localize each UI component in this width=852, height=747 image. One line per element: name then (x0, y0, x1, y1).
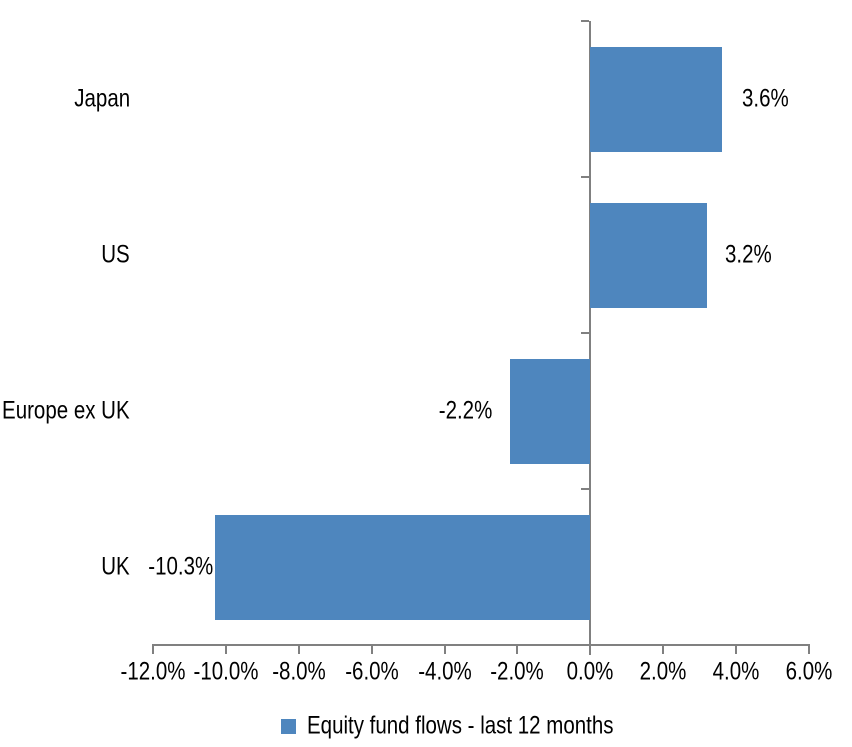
x-axis-tick (443, 645, 446, 654)
x-tick-label: -12.0% (120, 657, 186, 686)
value-label-europe-ex-uk: -2.2% (438, 396, 493, 425)
y-axis-line (589, 21, 591, 655)
legend-label: Equity fund flows - last 12 months (307, 711, 614, 740)
bar-uk (214, 514, 591, 620)
x-axis-tick (297, 645, 300, 654)
x-axis-tick (516, 645, 519, 654)
x-tick-label: -2.0% (490, 657, 545, 686)
x-axis-tick (152, 645, 154, 654)
x-tick-label: 2.0% (639, 657, 687, 686)
category-axis-tick (581, 20, 590, 22)
x-tick-label: -10.0% (193, 657, 259, 686)
category-axis-tick (581, 488, 590, 490)
x-axis-tick (808, 645, 810, 654)
category-label-japan: Japan (74, 84, 130, 113)
bar-us (590, 202, 707, 308)
category-label-us: US (101, 240, 130, 269)
x-tick-label: -6.0% (344, 657, 399, 686)
x-tick-label: 6.0% (785, 657, 833, 686)
x-tick-label: -8.0% (271, 657, 326, 686)
value-label-japan: 3.6% (741, 84, 789, 113)
value-label-us: 3.2% (724, 240, 772, 269)
x-axis-tick (224, 645, 227, 654)
x-tick-label: 4.0% (712, 657, 760, 686)
x-axis-tick (370, 645, 373, 654)
category-axis-tick (581, 176, 590, 178)
x-axis-line (152, 644, 810, 646)
x-tick-label: 0.0% (566, 657, 614, 686)
category-label-uk: UK (101, 552, 130, 581)
category-axis-tick (581, 332, 590, 334)
x-tick-label: -4.0% (417, 657, 472, 686)
x-axis-tick (735, 645, 738, 654)
x-axis-tick (662, 645, 665, 654)
value-label-uk: -10.3% (148, 552, 213, 581)
legend-swatch (281, 719, 296, 734)
x-axis-tick (589, 645, 592, 654)
bar-europe-ex-uk (510, 358, 591, 464)
bar-japan (590, 46, 722, 152)
category-label-europe-ex-uk: Europe ex UK (2, 396, 130, 425)
